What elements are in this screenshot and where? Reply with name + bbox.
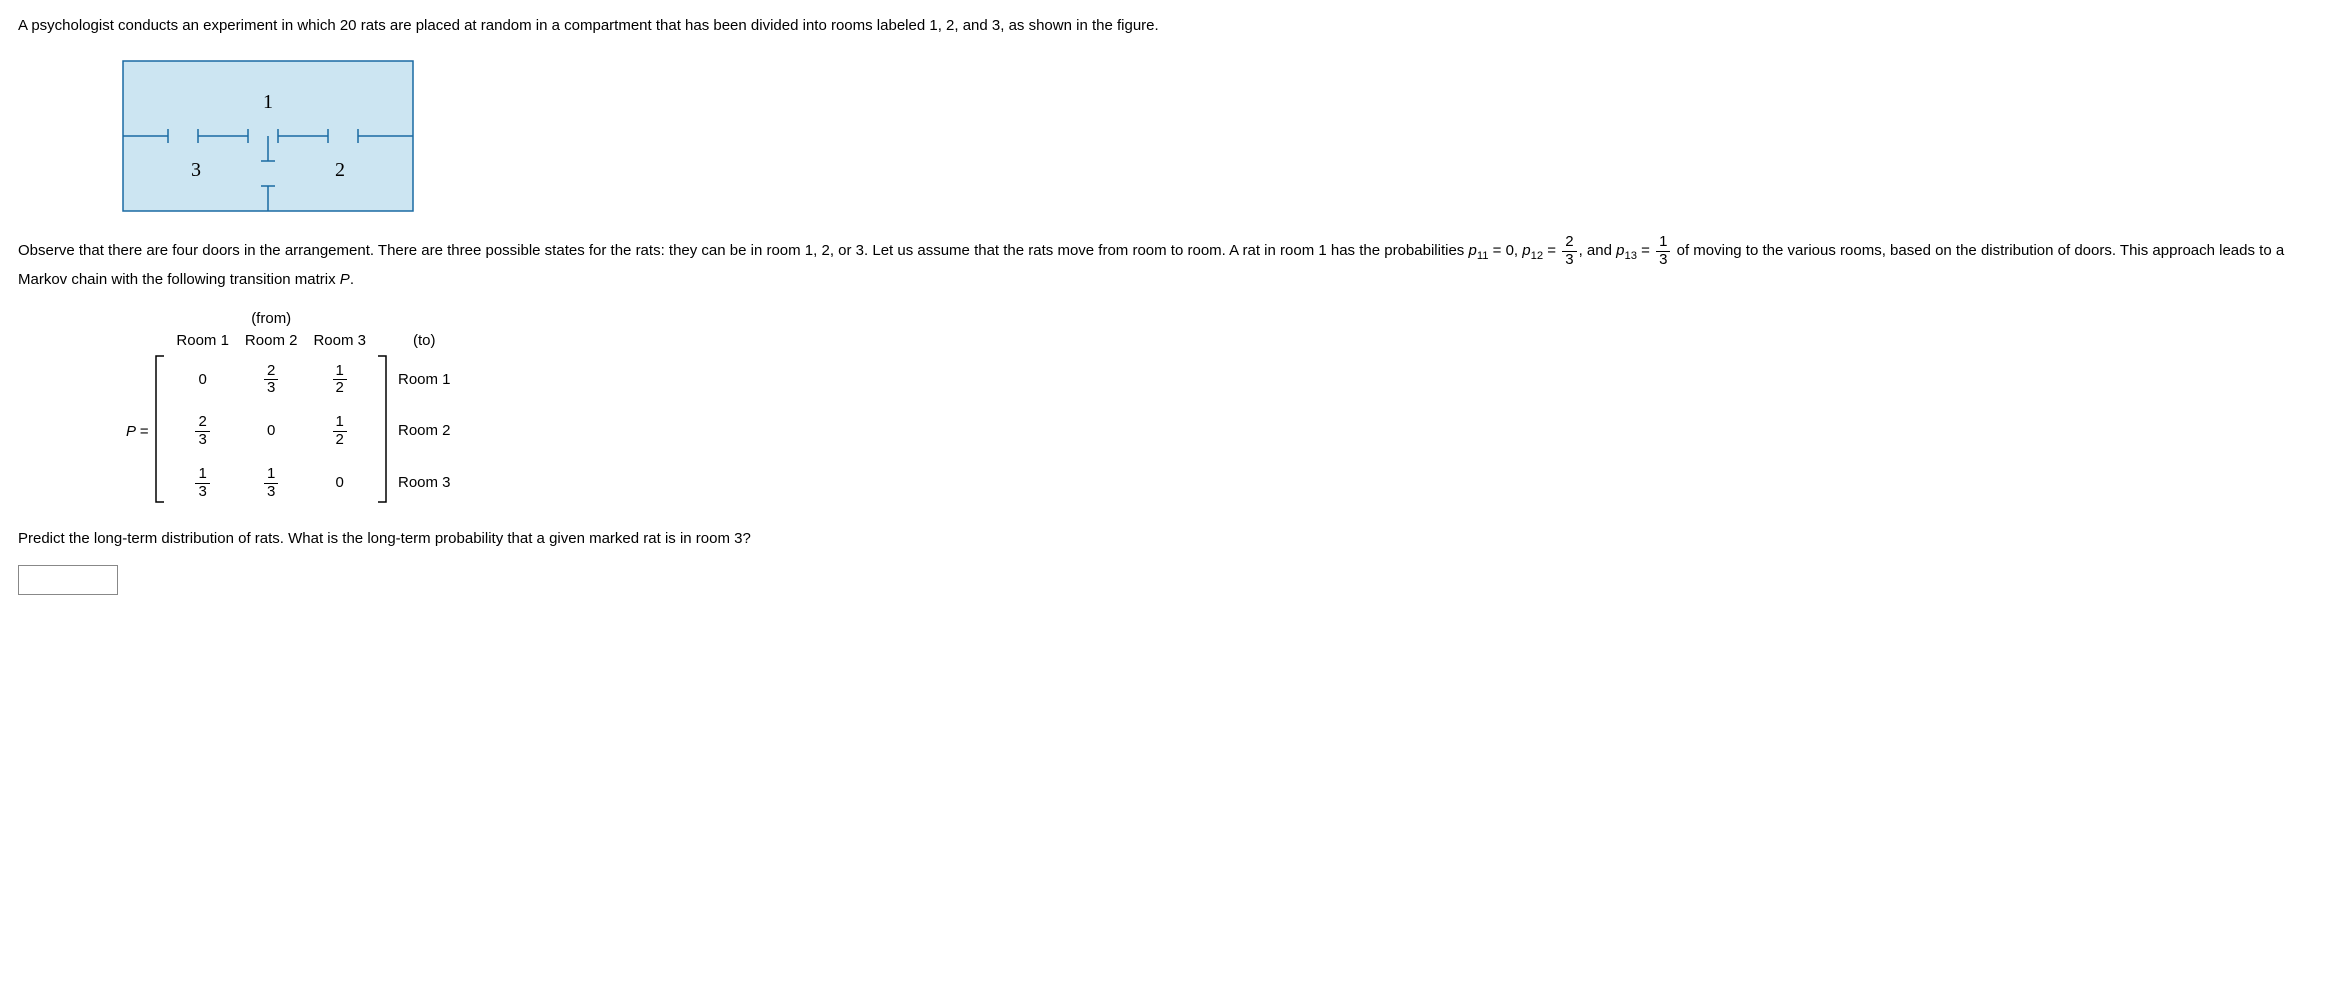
matrix-cell: 0 — [168, 354, 237, 406]
p11-sub: 11 — [1477, 250, 1489, 262]
svg-text:2: 2 — [335, 159, 345, 181]
question-text: Predict the long-term distribution of ra… — [18, 527, 2328, 551]
row-label-2: Room 2 — [390, 406, 459, 458]
matrix-cell: 23 — [237, 354, 306, 406]
matrix-cell: 13 — [237, 457, 306, 509]
matrix-cell: 0 — [305, 457, 374, 509]
transition-matrix: (from) Room 1 Room 2 Room 3 (to) P = 023… — [118, 310, 2328, 509]
svg-text:3: 3 — [191, 159, 201, 181]
eq1: = — [1543, 242, 1560, 259]
to-label: (to) — [390, 332, 459, 354]
from-label: (from) — [168, 310, 374, 332]
matrix-cell: 12 — [305, 354, 374, 406]
p11-sym: p — [1468, 242, 1476, 259]
p13-sub: 13 — [1624, 250, 1637, 262]
matrix-cell: 23 — [168, 406, 237, 458]
comma-and: , and — [1579, 242, 1617, 259]
matrix-cell: 12 — [305, 406, 374, 458]
P-equals: P = — [118, 354, 152, 509]
right-bracket-icon — [376, 354, 388, 504]
svg-text:1: 1 — [263, 91, 273, 113]
frac-1-3: 13 — [1656, 234, 1670, 268]
body-paragraph: Observe that there are four doors in the… — [18, 234, 2328, 292]
intro-text: A psychologist conducts an experiment in… — [18, 14, 2328, 38]
para-a: Observe that there are four doors in the… — [18, 242, 1468, 259]
compartment-figure: 1 3 2 — [118, 56, 418, 216]
left-bracket-icon — [154, 354, 166, 504]
frac-2-3: 23 — [1562, 234, 1576, 268]
answer-input[interactable] — [18, 565, 118, 595]
matrix-cell: 13 — [168, 457, 237, 509]
p12-sub: 12 — [1531, 250, 1544, 262]
col-head-1: Room 1 — [168, 332, 237, 354]
matrix-cell: 0 — [237, 406, 306, 458]
eq0: = 0, — [1489, 242, 1523, 259]
para-dot: . — [350, 271, 354, 288]
row-label-3: Room 3 — [390, 457, 459, 509]
P-sym: P — [340, 271, 350, 288]
p12-sym: p — [1522, 242, 1530, 259]
row-label-1: Room 1 — [390, 354, 459, 406]
col-head-2: Room 2 — [237, 332, 306, 354]
eq2: = — [1637, 242, 1654, 259]
col-head-3: Room 3 — [305, 332, 374, 354]
